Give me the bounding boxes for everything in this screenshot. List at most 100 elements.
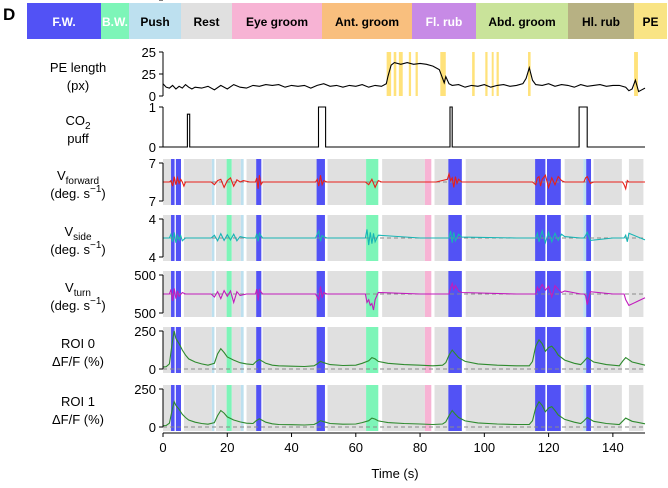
legend-label-abd-groom: Abd. groom	[488, 15, 555, 29]
behavior-segment	[366, 271, 379, 317]
y-tick-label: 4	[149, 212, 156, 227]
y-label-line-2: ΔF/F (%)	[52, 412, 104, 427]
behavior-segment	[546, 385, 561, 431]
panel-v_forward: 7 7 Vforward(deg. s−1)	[50, 156, 645, 209]
panel-roi1: 0 250 ROI 1 ΔF/F (%)	[52, 382, 646, 435]
pe-interval	[496, 52, 499, 96]
behavior-segment	[183, 327, 212, 373]
pe-interval	[440, 52, 446, 96]
y-tick-label: 0	[149, 140, 156, 155]
y-label-line-1: CO2	[65, 113, 91, 132]
legend-label-b-w: B.W.	[102, 15, 128, 29]
y-tick-label: 1	[149, 100, 156, 115]
y-tick-label: 0	[149, 362, 156, 377]
behavior-segment	[163, 327, 172, 373]
panel-letter: D	[3, 5, 15, 24]
legend-label-fl-rub: Fl. rub	[426, 15, 463, 29]
legend-swatch-b-w	[101, 3, 129, 39]
pe-interval	[528, 52, 531, 96]
behavior-segment	[366, 159, 379, 205]
behavior-segment	[246, 327, 257, 373]
y-tick-label: 4	[149, 250, 156, 265]
behavior-segment	[231, 385, 241, 431]
pe-interval	[491, 52, 494, 96]
legend-swatch-push	[129, 3, 181, 39]
series-line-v_side	[163, 228, 646, 246]
behavior-segment	[586, 215, 592, 261]
x-tick-label: 120	[538, 440, 560, 455]
behavior-segment	[583, 385, 587, 431]
x-tick-label: 20	[220, 440, 234, 455]
legend-label-rest: Rest	[193, 15, 219, 29]
behavior-segment	[240, 327, 244, 373]
legend-swatch-eye-groom	[232, 3, 322, 39]
behavior-segment	[246, 385, 257, 431]
pe-interval	[472, 52, 475, 96]
behavior-segment	[366, 215, 379, 261]
behavior-segment	[382, 327, 425, 373]
x-tick-label: 140	[602, 440, 624, 455]
behavior-segment	[316, 327, 325, 373]
series-line-roi0	[162, 330, 646, 368]
behavior-segment	[535, 327, 546, 373]
y-label-line-1: Vturn	[65, 280, 91, 299]
behavior-segment	[424, 385, 432, 431]
legend-swatch-hl-rub	[568, 3, 634, 39]
y-tick-label: 250	[134, 382, 156, 397]
behavior-segment	[316, 385, 325, 431]
panel-roi0: 0 250 ROI 0 ΔF/F (%)	[52, 324, 646, 377]
y-tick-label: 500	[134, 306, 156, 321]
behavior-segment	[175, 327, 181, 373]
behavior-segment	[546, 271, 561, 317]
behavior-segment	[171, 327, 175, 373]
legend-label-pe: PE	[642, 15, 658, 29]
behavior-segment	[434, 327, 449, 373]
plot-panels: 0255025PE length(px)01CO2puff77Vforward(…	[50, 0, 646, 435]
behavior-segment	[216, 385, 227, 431]
behavior-segment	[226, 327, 232, 373]
behavior-segment	[183, 385, 212, 431]
pe-interval	[634, 52, 638, 96]
behavior-segment	[586, 385, 592, 431]
behavior-segment	[586, 271, 592, 317]
behavior-segment	[211, 385, 215, 431]
series-line-co2	[163, 106, 645, 148]
series-line-pe_length	[162, 61, 646, 93]
behavior-segment	[546, 327, 561, 373]
behavior-segment	[448, 327, 462, 373]
behavior-segment	[226, 385, 232, 431]
y-tick-label: 0	[149, 89, 156, 104]
y-label-line-2: ΔF/F (%)	[52, 354, 104, 369]
behavior-segment	[448, 385, 462, 431]
legend-label-ant-groom: Ant. groom	[335, 15, 399, 29]
behavior-segment	[564, 271, 584, 317]
behavior-segment	[535, 385, 546, 431]
behavior-segment	[564, 327, 584, 373]
x-tick-label: 0	[159, 440, 166, 455]
series-line-v_forward	[163, 171, 645, 191]
pe-interval	[408, 52, 412, 96]
behavior-segment	[586, 159, 592, 205]
legend-swatch-f-w	[27, 3, 101, 39]
behavior-legend: F.W. B.W. Push Rest Eye groom Ant. groom Fl. r…	[27, 3, 667, 39]
pe-interval	[398, 52, 403, 96]
legend-label-f-w: F.W.	[52, 15, 75, 29]
behavior-segment	[256, 385, 262, 431]
x-axis-label: Time (s)	[371, 466, 418, 481]
behavior-segment	[628, 215, 644, 261]
legend-label-eye-groom: Eye groom	[246, 15, 308, 29]
y-label-line-1: Vside	[64, 224, 91, 243]
series-line-roi1	[162, 400, 646, 427]
behavior-segment	[327, 327, 367, 373]
y-tick-label: 500	[134, 268, 156, 283]
behavior-segment	[564, 385, 584, 431]
behavior-segment	[583, 327, 587, 373]
panel-v_turn: 500 500 Vturn(deg. s−1)	[50, 268, 646, 321]
behavior-segment	[586, 327, 592, 373]
panel-pe_length: 0 25 50 25 PE length (px)	[50, 0, 646, 104]
legend-label-hl-rub: Hl. rub	[582, 15, 620, 29]
y-tick-label: 250	[134, 324, 156, 339]
behavior-segment	[628, 385, 644, 431]
behavior-segment	[231, 327, 241, 373]
